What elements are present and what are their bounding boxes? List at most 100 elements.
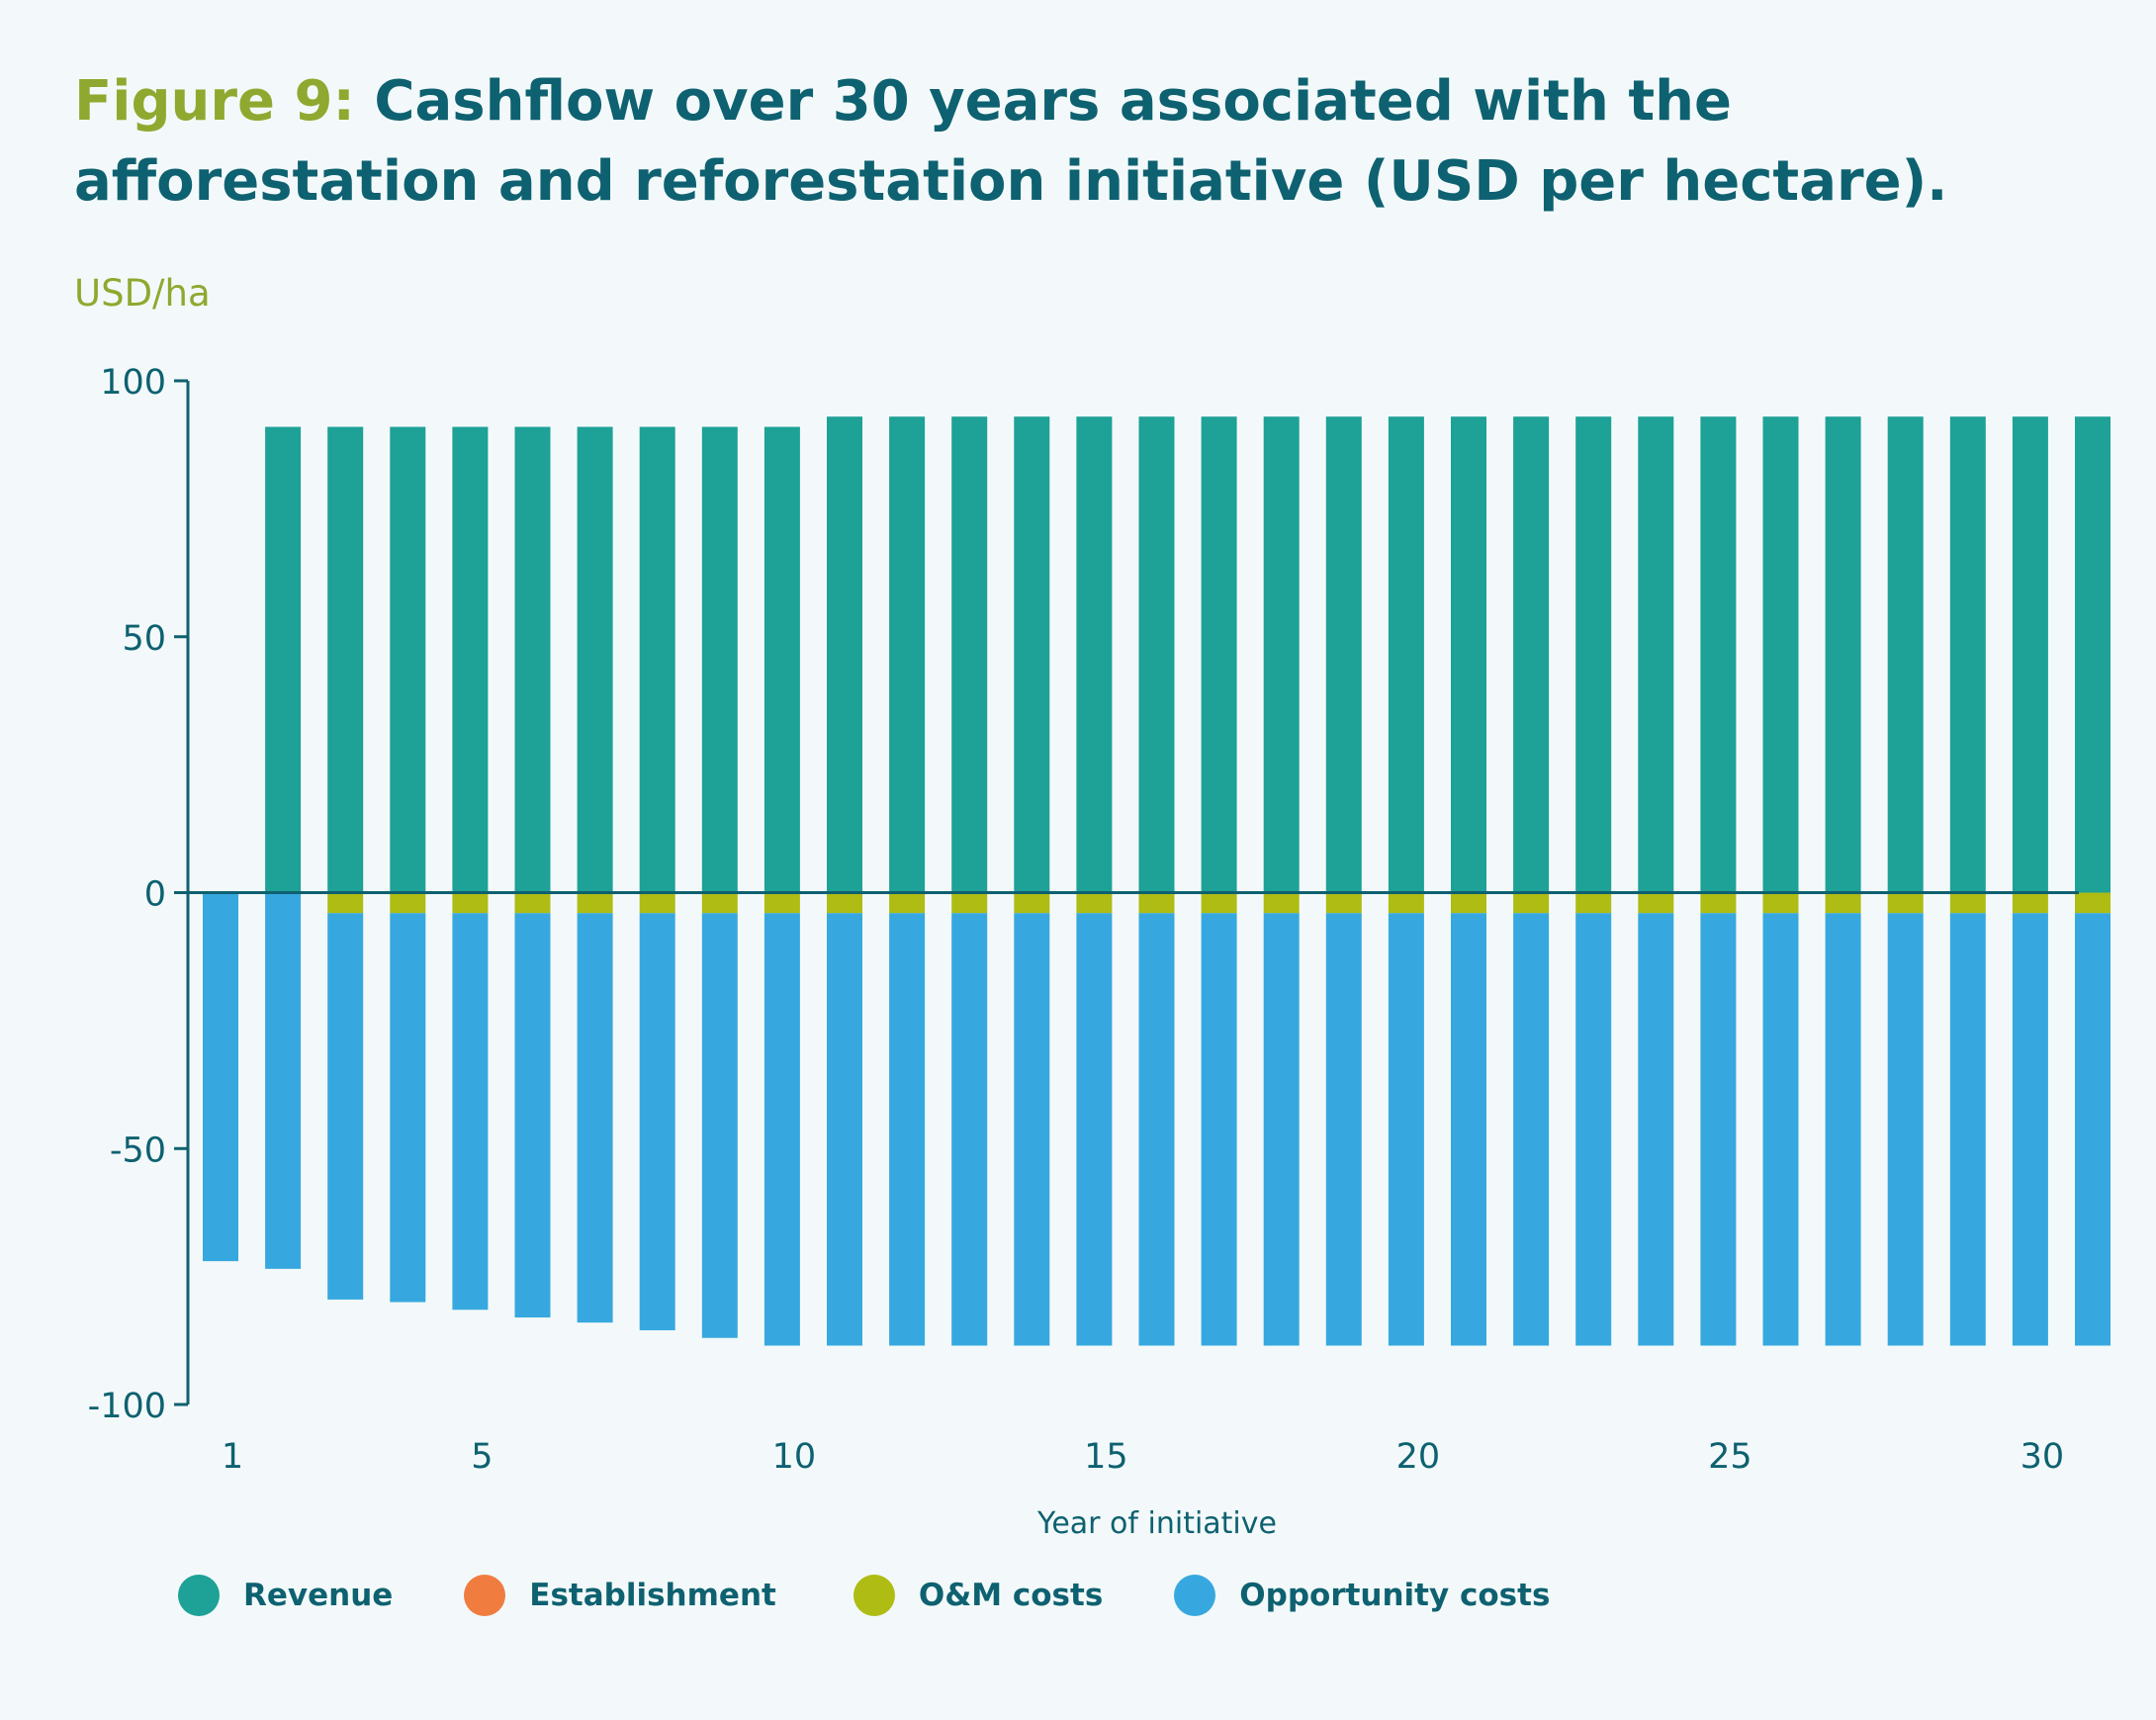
bar-revenue-18: [1263, 416, 1300, 893]
legend-label: Opportunity costs: [1239, 1578, 1551, 1613]
bar-o-m-costs-8: [639, 892, 675, 914]
bar-o-m-costs-23: [1575, 892, 1612, 914]
bar-revenue-8: [639, 426, 675, 893]
legend-label: Revenue: [243, 1578, 394, 1613]
legend-item: Revenue: [178, 1575, 393, 1616]
bar-revenue-10: [764, 426, 800, 893]
bar-revenue-25: [1700, 416, 1737, 893]
y-axis-unit-label: USD/ha: [74, 272, 211, 315]
bar-revenue-17: [1201, 416, 1237, 893]
bar-o-m-costs-24: [1638, 892, 1674, 914]
bar-o-m-costs-30: [2012, 892, 2048, 914]
bar-revenue-11: [827, 416, 862, 893]
bar-o-m-costs-28: [1887, 892, 1924, 914]
bar-opportunity-costs-2: [265, 892, 302, 1269]
bar-o-m-costs-10: [764, 892, 800, 914]
bar-opportunity-costs-26: [1762, 913, 1799, 1346]
bar-o-m-costs-13: [951, 892, 988, 914]
bar-revenue-4: [390, 426, 426, 893]
bar-revenue-9: [701, 426, 738, 893]
bar-revenue-16: [1138, 416, 1175, 893]
bar-revenue-28: [1887, 416, 1924, 893]
bar-revenue-6: [514, 426, 551, 893]
bar-o-m-costs-19: [1325, 892, 1362, 914]
bar-opportunity-costs-13: [951, 913, 988, 1346]
x-tick-label: 25: [1708, 1437, 1752, 1477]
bar-o-m-costs-14: [1014, 892, 1050, 914]
bar-o-m-costs-15: [1076, 892, 1113, 914]
x-tick-label: 5: [471, 1437, 493, 1477]
bar-opportunity-costs-12: [889, 913, 926, 1346]
bar-o-m-costs-16: [1138, 892, 1175, 914]
bar-opportunity-costs-3: [327, 913, 364, 1300]
bar-opportunity-costs-16: [1138, 913, 1175, 1346]
legend-item: Establishment: [464, 1575, 776, 1616]
legend-item: O&M costs: [853, 1575, 1103, 1616]
bar-o-m-costs-22: [1513, 892, 1550, 914]
bar-revenue-30: [2012, 416, 2048, 893]
bar-o-m-costs-3: [327, 892, 364, 914]
legend: Revenue Establishment O&M costs Opportunity…: [178, 1575, 1621, 1616]
legend-swatch: [178, 1575, 220, 1616]
bar-o-m-costs-18: [1263, 892, 1300, 914]
bar-revenue-31: [2075, 416, 2111, 893]
bar-revenue-21: [1451, 416, 1486, 893]
bar-revenue-3: [327, 426, 364, 893]
bar-opportunity-costs-18: [1263, 913, 1300, 1346]
bar-opportunity-costs-25: [1700, 913, 1737, 1346]
bar-opportunity-costs-20: [1388, 913, 1424, 1346]
bar-revenue-20: [1388, 416, 1424, 893]
bar-opportunity-costs-5: [452, 913, 489, 1311]
bar-revenue-19: [1325, 416, 1362, 893]
bar-opportunity-costs-7: [577, 913, 613, 1323]
legend-swatch: [1174, 1575, 1216, 1616]
bar-revenue-26: [1762, 416, 1799, 893]
legend-item: Opportunity costs: [1174, 1575, 1550, 1616]
bar-revenue-2: [265, 426, 302, 893]
bar-revenue-12: [889, 416, 926, 893]
x-tick-label: 1: [222, 1437, 243, 1477]
bar-opportunity-costs-24: [1638, 913, 1674, 1346]
y-tick-label: 50: [122, 619, 166, 659]
bar-opportunity-costs-28: [1887, 913, 1924, 1346]
bar-revenue-29: [1949, 416, 1986, 893]
bar-o-m-costs-31: [2075, 892, 2111, 914]
legend-label: O&M costs: [918, 1578, 1104, 1613]
bar-opportunity-costs-14: [1014, 913, 1050, 1346]
bar-opportunity-costs-4: [390, 913, 426, 1303]
bar-revenue-24: [1638, 416, 1674, 893]
bar-opportunity-costs-6: [514, 913, 551, 1318]
x-tick-label: 10: [772, 1437, 817, 1477]
bar-o-m-costs-6: [514, 892, 551, 914]
bar-revenue-13: [951, 416, 988, 893]
legend-label: Establishment: [529, 1578, 776, 1613]
bar-revenue-7: [577, 426, 613, 893]
figure-number: Figure 9:: [74, 69, 355, 134]
bar-o-m-costs-9: [701, 892, 738, 914]
bar-revenue-27: [1825, 416, 1861, 893]
bar-opportunity-costs-11: [827, 913, 862, 1346]
x-tick-label: 15: [1084, 1437, 1128, 1477]
bar-opportunity-costs-31: [2075, 913, 2111, 1346]
bar-o-m-costs-20: [1388, 892, 1424, 914]
bar-revenue-22: [1513, 416, 1550, 893]
bar-revenue-14: [1014, 416, 1050, 893]
bar-o-m-costs-12: [889, 892, 926, 914]
bar-group: [203, 416, 2111, 1346]
bar-o-m-costs-25: [1700, 892, 1737, 914]
y-tick-label: -50: [110, 1131, 166, 1170]
legend-swatch: [464, 1575, 506, 1616]
bar-opportunity-costs-21: [1451, 913, 1486, 1346]
bar-opportunity-costs-9: [701, 913, 738, 1338]
bar-o-m-costs-5: [452, 892, 489, 914]
bar-opportunity-costs-27: [1825, 913, 1861, 1346]
bar-opportunity-costs-19: [1325, 913, 1362, 1346]
bar-o-m-costs-26: [1762, 892, 1799, 914]
x-tick-label: 30: [2021, 1437, 2065, 1477]
bar-opportunity-costs-29: [1949, 913, 1986, 1346]
x-tick-label: 20: [1396, 1437, 1441, 1477]
bar-o-m-costs-21: [1451, 892, 1486, 914]
bar-opportunity-costs-15: [1076, 913, 1113, 1346]
